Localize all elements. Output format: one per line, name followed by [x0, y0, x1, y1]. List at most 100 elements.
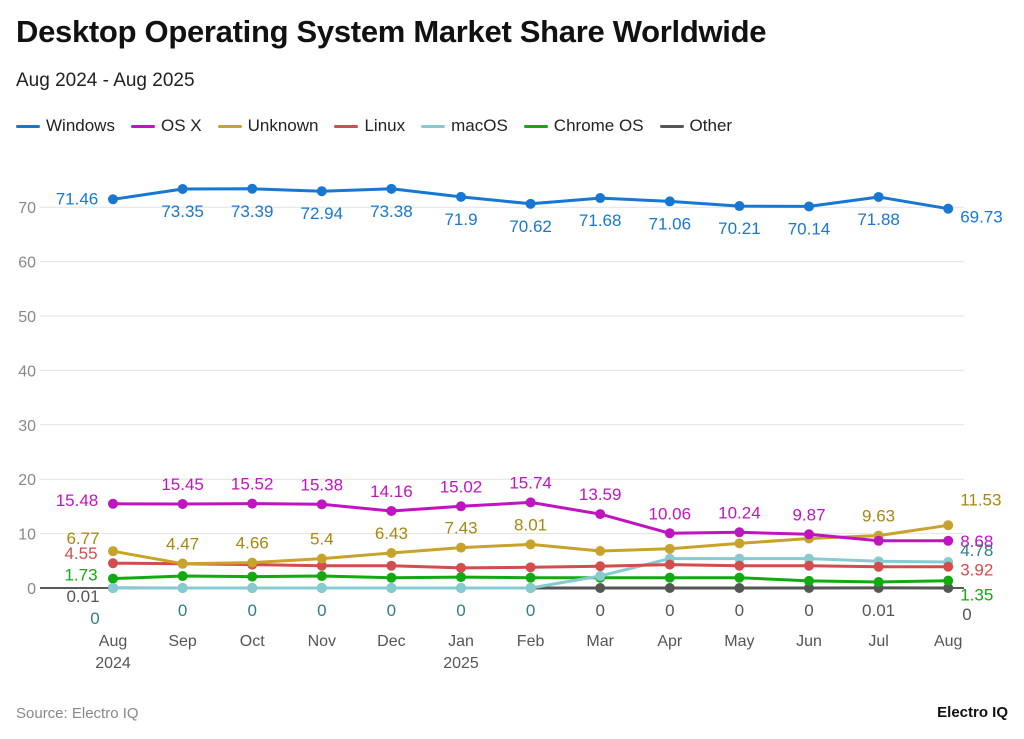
- data-point: [943, 203, 954, 214]
- data-label: 8.68: [960, 532, 993, 551]
- data-label: 1.35: [960, 586, 993, 605]
- data-point: [734, 583, 745, 593]
- legend-item-linux[interactable]: Linux: [334, 116, 405, 136]
- data-point: [525, 572, 536, 583]
- data-label: 0: [178, 601, 187, 620]
- x-tick-label: Nov: [308, 633, 336, 650]
- data-point: [525, 562, 536, 573]
- data-point: [664, 559, 675, 570]
- data-point: [247, 571, 258, 582]
- data-point: [595, 193, 606, 204]
- series-os-x: [108, 497, 954, 546]
- x-tick-label: May: [724, 633, 754, 650]
- data-point: [595, 546, 606, 557]
- data-label: 15.74: [509, 473, 552, 492]
- data-point: [456, 542, 466, 553]
- data-label: 72.94: [301, 204, 344, 223]
- x-tick-label: Feb: [517, 633, 545, 650]
- data-label: 0: [317, 601, 326, 620]
- data-point: [386, 505, 397, 516]
- data-point: [664, 543, 675, 554]
- chart-subtitle: Aug 2024 - Aug 2025: [16, 70, 195, 91]
- data-label: 9.63: [862, 507, 895, 526]
- source-note: Source: Electro IQ: [16, 705, 139, 722]
- y-tick-label: 20: [18, 472, 36, 489]
- legend-label: Other: [689, 116, 733, 135]
- data-point: [734, 538, 745, 549]
- legend-item-macos[interactable]: macOS: [421, 116, 508, 136]
- x-tick-label: Sep: [168, 633, 197, 650]
- y-tick-label: 70: [18, 200, 36, 217]
- data-label: 73.38: [370, 202, 413, 221]
- data-label: 69.73: [960, 208, 1003, 227]
- legend-swatch: [334, 124, 359, 128]
- data-point: [316, 553, 327, 564]
- data-label: 73.39: [231, 202, 274, 221]
- data-point: [386, 560, 397, 571]
- data-point: [108, 546, 118, 557]
- legend-label: macOS: [451, 116, 508, 135]
- data-point: [108, 583, 118, 593]
- data-point: [456, 572, 466, 583]
- data-point: [664, 196, 675, 207]
- data-label: 0: [387, 601, 396, 620]
- data-labels-unknown: 6.77 4.47 4.66 5.4 6.43 7.43 8.01 9.63 11.53: [66, 490, 1001, 553]
- series-chrome-os: [108, 571, 954, 588]
- data-point: [456, 562, 466, 573]
- data-point: [316, 571, 327, 582]
- data-point: [316, 560, 327, 571]
- data-point: [595, 561, 606, 572]
- legend-swatch: [217, 124, 242, 128]
- data-label: 73.35: [161, 202, 204, 221]
- data-point: [456, 501, 466, 512]
- data-point: [177, 583, 188, 593]
- data-label: 1.73: [64, 566, 97, 585]
- y-tick-label: 10: [18, 527, 36, 544]
- x-tick-label: Oct: [240, 633, 265, 650]
- data-point: [386, 583, 397, 593]
- data-point: [456, 191, 466, 202]
- data-point: [247, 183, 258, 194]
- data-point: [664, 583, 675, 593]
- legend-item-os-x[interactable]: OS X: [130, 116, 202, 136]
- x-tick-label: Aug 2024: [95, 633, 131, 672]
- data-label: 71.46: [56, 189, 99, 208]
- data-label: 4.78: [960, 541, 993, 560]
- y-tick-label: 0: [27, 581, 36, 598]
- data-point: [804, 575, 814, 586]
- x-tick-label: Jun: [796, 633, 822, 650]
- legend-swatch: [16, 124, 40, 128]
- data-label: 71.06: [649, 214, 692, 233]
- data-point: [316, 583, 327, 593]
- data-labels-linux: 4.55 3.92: [64, 544, 993, 579]
- data-point: [943, 583, 954, 593]
- data-labels-chrome-os: 1.73 1.35: [64, 566, 993, 605]
- legend-item-chrome-os[interactable]: Chrome OS: [523, 116, 644, 136]
- data-point: [177, 183, 188, 194]
- data-label: 14.16: [370, 482, 413, 501]
- data-point: [525, 497, 536, 508]
- legend-item-unknown[interactable]: Unknown: [217, 116, 318, 136]
- data-point: [804, 553, 814, 564]
- x-tick-label: Jan 2025: [443, 633, 479, 672]
- data-point: [456, 583, 466, 593]
- legend-item-windows[interactable]: Windows: [16, 116, 115, 136]
- data-label: 0: [804, 601, 813, 620]
- legend-item-other[interactable]: Other: [659, 116, 733, 136]
- legend-swatch: [523, 124, 548, 128]
- data-point: [664, 528, 675, 539]
- data-point: [804, 529, 814, 540]
- data-label: 0: [526, 601, 535, 620]
- data-label: 70.14: [788, 219, 831, 238]
- y-tick-label: 40: [18, 363, 36, 380]
- data-label: 15.52: [231, 475, 274, 494]
- data-point: [873, 191, 884, 202]
- data-point: [177, 571, 188, 582]
- x-tick-label: Jul: [868, 633, 888, 650]
- data-point: [734, 201, 745, 212]
- data-label: 11.53: [960, 490, 1001, 509]
- y-tick-label: 60: [18, 255, 36, 272]
- data-label: 15.02: [440, 477, 483, 496]
- x-tick-label: Dec: [377, 633, 405, 650]
